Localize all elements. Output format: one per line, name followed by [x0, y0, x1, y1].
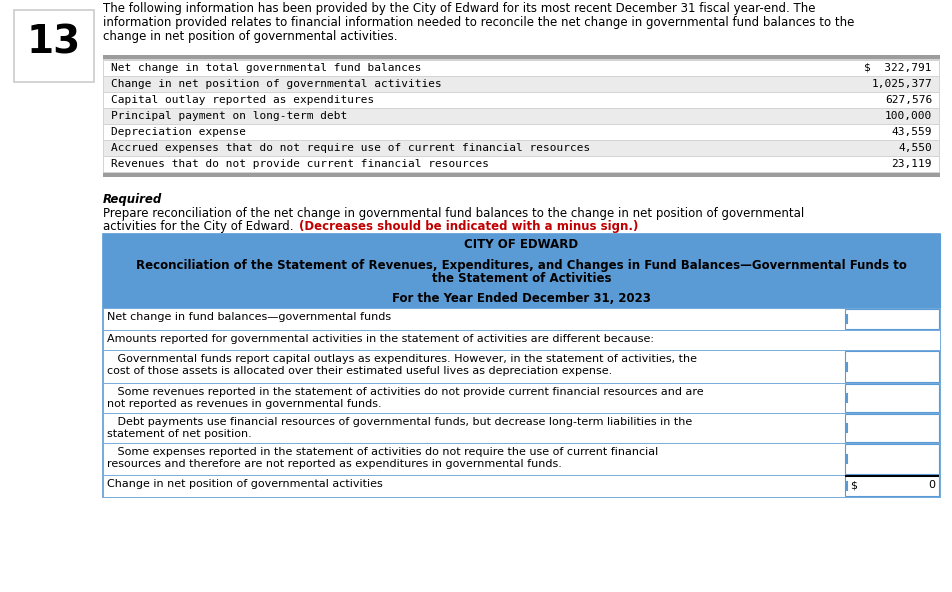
Text: (Decreases should be indicated with a minus sign.): (Decreases should be indicated with a mi… [299, 220, 639, 233]
Bar [845, 384, 939, 412]
Bar [103, 350, 940, 383]
Bar [103, 383, 940, 413]
Text: For the Year Ended December 31, 2023: For the Year Ended December 31, 2023 [392, 292, 651, 305]
Text: Net change in total governmental fund balances: Net change in total governmental fund ba… [111, 63, 422, 73]
Text: Some revenues reported in the statement of activities do not provide current fin: Some revenues reported in the statement … [107, 387, 704, 397]
Bar [103, 288, 940, 308]
Bar [845, 351, 939, 382]
Text: not reported as revenues in governmental funds.: not reported as revenues in governmental… [107, 399, 382, 409]
Bar [103, 413, 940, 443]
Text: Principal payment on long-term debt: Principal payment on long-term debt [111, 111, 347, 121]
Bar [103, 254, 940, 288]
Bar [104, 61, 939, 76]
Bar [103, 173, 940, 177]
Bar [103, 234, 940, 254]
Text: 23,119: 23,119 [891, 159, 932, 169]
Text: the Statement of Activities: the Statement of Activities [432, 272, 611, 285]
Bar [103, 234, 940, 497]
Bar [104, 77, 939, 92]
Text: $: $ [850, 480, 857, 490]
Bar [104, 109, 939, 124]
Text: CITY OF EDWARD: CITY OF EDWARD [465, 238, 579, 251]
Text: Accrued expenses that do not require use of current financial resources: Accrued expenses that do not require use… [111, 143, 590, 153]
Bar [103, 308, 940, 330]
Text: Net change in fund balances—governmental funds: Net change in fund balances—governmental… [107, 312, 391, 322]
Text: $  322,791: $ 322,791 [864, 63, 932, 73]
Text: resources and therefore are not reported as expenditures in governmental funds.: resources and therefore are not reported… [107, 459, 562, 469]
Text: Change in net position of governmental activities: Change in net position of governmental a… [107, 479, 383, 489]
Text: statement of net position.: statement of net position. [107, 429, 251, 439]
Bar [103, 57, 940, 175]
Text: 100,000: 100,000 [884, 111, 932, 121]
Text: cost of those assets is allocated over their estimated useful lives as depreciat: cost of those assets is allocated over t… [107, 366, 612, 376]
Bar [103, 443, 940, 475]
Bar [845, 444, 939, 474]
Bar [104, 141, 939, 156]
Text: Some expenses reported in the statement of activities do not require the use of : Some expenses reported in the statement … [107, 447, 658, 457]
Bar [104, 93, 939, 108]
Bar [845, 475, 939, 477]
Bar [104, 125, 939, 140]
Bar [845, 476, 939, 496]
Text: activities for the City of Edward.: activities for the City of Edward. [103, 220, 297, 233]
Text: Reconciliation of the Statement of Revenues, Expenditures, and Changes in Fund B: Reconciliation of the Statement of Reven… [136, 259, 907, 272]
Text: Capital outlay reported as expenditures: Capital outlay reported as expenditures [111, 95, 374, 105]
Text: information provided relates to financial information needed to reconcile the ne: information provided relates to financia… [103, 16, 854, 29]
Text: 627,576: 627,576 [884, 95, 932, 105]
Text: Required: Required [103, 193, 162, 206]
Bar [103, 475, 940, 497]
Text: 4,550: 4,550 [899, 143, 932, 153]
Text: Amounts reported for governmental activities in the statement of activities are : Amounts reported for governmental activi… [107, 334, 654, 344]
Text: Change in net position of governmental activities: Change in net position of governmental a… [111, 79, 442, 89]
Text: Prepare reconciliation of the net change in governmental fund balances to the ch: Prepare reconciliation of the net change… [103, 207, 804, 220]
Text: Debt payments use financial resources of governmental funds, but decrease long-t: Debt payments use financial resources of… [107, 417, 692, 427]
Text: Revenues that do not provide current financial resources: Revenues that do not provide current fin… [111, 159, 489, 169]
Bar [845, 414, 939, 442]
Bar [845, 309, 939, 329]
Text: 0: 0 [928, 480, 935, 490]
Text: The following information has been provided by the City of Edward for its most r: The following information has been provi… [103, 2, 816, 15]
Text: Depreciation expense: Depreciation expense [111, 127, 246, 137]
Bar [14, 10, 94, 82]
Text: 13: 13 [27, 23, 81, 61]
Text: 1,025,377: 1,025,377 [871, 79, 932, 89]
Bar [103, 330, 940, 350]
Text: change in net position of governmental activities.: change in net position of governmental a… [103, 30, 398, 43]
Text: 43,559: 43,559 [891, 127, 932, 137]
Text: Governmental funds report capital outlays as expenditures. However, in the state: Governmental funds report capital outlay… [107, 354, 697, 364]
Bar [104, 157, 939, 172]
Bar [103, 55, 940, 59]
